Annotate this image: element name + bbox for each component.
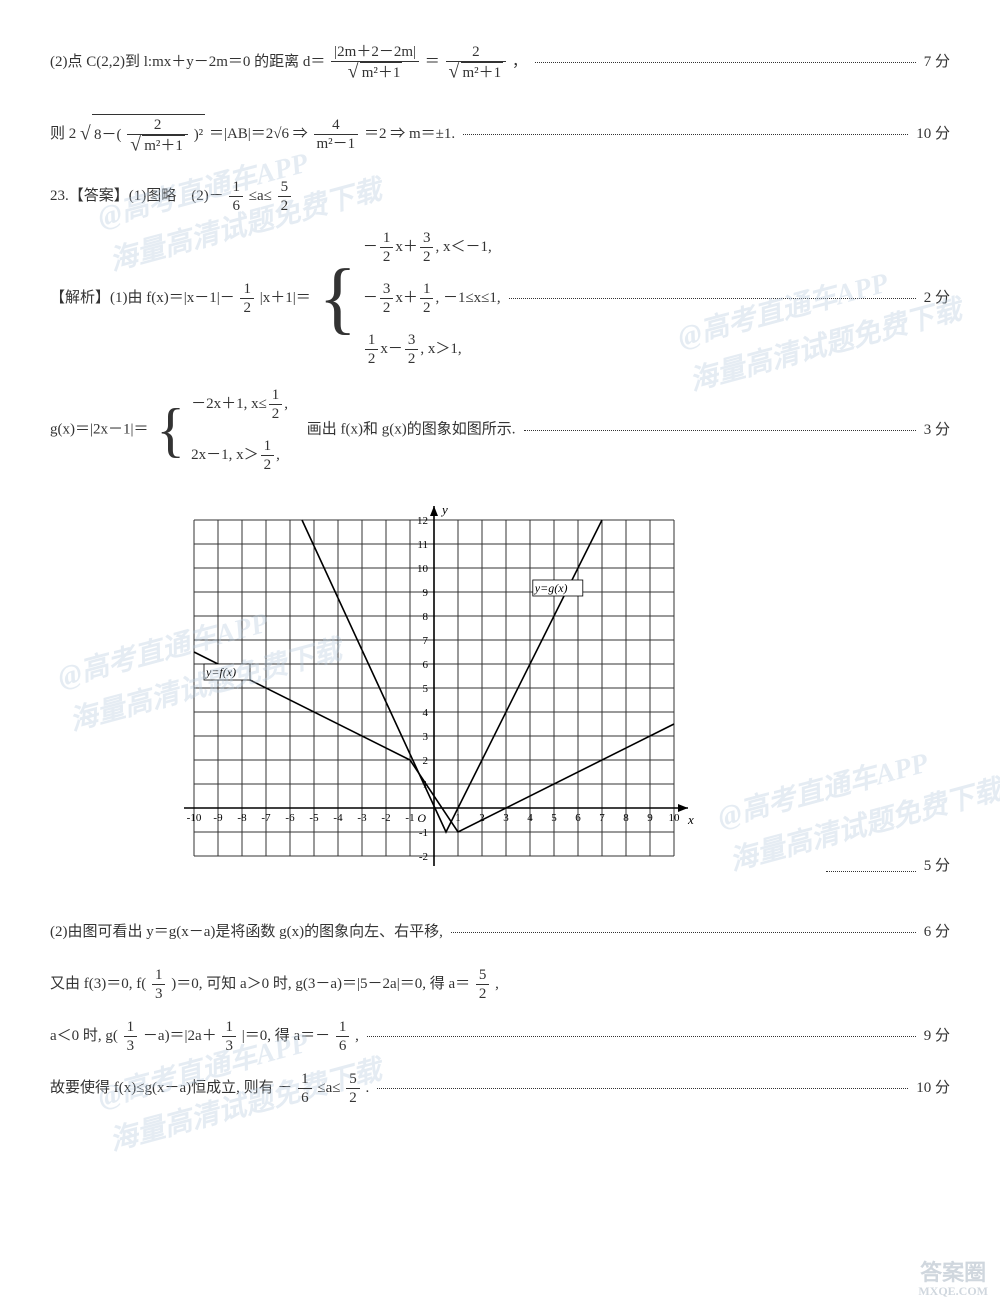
svg-text:11: 11 (417, 539, 428, 551)
svg-text:-9: -9 (213, 812, 223, 824)
svg-text:10: 10 (417, 563, 429, 575)
score-marker: 2 分 (924, 286, 950, 310)
svg-text:2: 2 (422, 755, 428, 767)
solution-line: 【解析】(1)由 f(x)＝|x－1|－ 12 |x＋1|＝ { －12x＋32… (50, 228, 950, 368)
svg-text:4: 4 (527, 812, 533, 824)
math-text: 23.【答案】(1)图略 (2)－ 16 ≤a≤ 52 (50, 178, 293, 215)
svg-text:9: 9 (422, 587, 428, 599)
dotted-leader (463, 134, 908, 135)
dotted-leader (367, 1036, 916, 1037)
score-marker: 7 分 (924, 50, 950, 74)
svg-text:x: x (687, 812, 694, 827)
math-text: g(x)＝|2x－1|＝ { －2x＋1, x≤12, 2x－1, x＞12, … (50, 386, 516, 474)
solution-line: 又由 f(3)＝0, f( 13 )＝0, 可知 a＞0 时, g(3－a)＝|… (50, 964, 950, 1004)
svg-text:-6: -6 (285, 812, 295, 824)
svg-text:-3: -3 (357, 812, 367, 824)
svg-text:4: 4 (422, 707, 428, 719)
solution-line: a＜0 时, g( 13 －a)＝|2a＋ 13 |＝0, 得 a＝－ 16 ,… (50, 1016, 950, 1056)
score-marker: 10 分 (916, 1076, 950, 1100)
score-marker: 6 分 (924, 920, 950, 944)
svg-text:12: 12 (417, 515, 428, 527)
math-text: 又由 f(3)＝0, f( 13 )＝0, 可知 a＞0 时, g(3－a)＝|… (50, 966, 499, 1003)
svg-text:7: 7 (422, 635, 428, 647)
solution-line: (2)由图可看出 y＝g(x－a)是将函数 g(x)的图象向左、右平移, 6 分 (50, 912, 950, 952)
svg-text:6: 6 (422, 659, 428, 671)
svg-text:-1: -1 (419, 827, 428, 839)
svg-text:3: 3 (503, 812, 509, 824)
svg-text:-2: -2 (419, 851, 428, 863)
svg-text:1: 1 (455, 812, 461, 824)
svg-text:y=f(x): y=f(x) (205, 665, 236, 679)
svg-text:-5: -5 (309, 812, 319, 824)
solution-line: 则 2 8－( 2m²＋1 )² ＝|AB|＝2√6 ⇒ 4m²－1 ＝2 ⇒ … (50, 104, 950, 164)
dotted-leader (509, 298, 916, 299)
svg-text:O: O (417, 811, 426, 825)
score-marker: 3 分 (924, 418, 950, 442)
solution-line: g(x)＝|2x－1|＝ { －2x＋1, x≤12, 2x－1, x＞12, … (50, 380, 950, 480)
solution-line: (2)点 C(2,2)到 l:mx＋y－2m＝0 的距离 d＝ |2m＋2－2m… (50, 32, 950, 92)
svg-text:7: 7 (599, 812, 605, 824)
function-graph: -10-9-8-7-6-5-4-3-2-112345678910-2-11234… (166, 492, 702, 884)
brace-icon: { (319, 266, 357, 330)
math-text: (2)点 C(2,2)到 l:mx＋y－2m＝0 的距离 d＝ |2m＋2－2m… (50, 43, 527, 82)
math-text: a＜0 时, g( 13 －a)＝|2a＋ 13 |＝0, 得 a＝－ 16 , (50, 1018, 359, 1055)
math-text: 故要使得 f(x)≤g(x－a)恒成立, 则有 － 16 ≤a≤ 52 . (50, 1070, 369, 1107)
score-marker: 9 分 (924, 1024, 950, 1048)
svg-text:6: 6 (575, 812, 581, 824)
svg-text:y=g(x): y=g(x) (534, 581, 568, 595)
dotted-leader (524, 430, 916, 431)
math-text: 【解析】(1)由 f(x)＝|x－1|－ 12 |x＋1|＝ { －12x＋32… (50, 229, 501, 368)
brace-icon: { (156, 406, 185, 454)
math-text: (2)由图可看出 y＝g(x－a)是将函数 g(x)的图象向左、右平移, (50, 920, 443, 944)
svg-text:y: y (440, 502, 448, 517)
chart-row: -10-9-8-7-6-5-4-3-2-112345678910-2-11234… (50, 492, 950, 892)
dotted-leader (451, 932, 916, 933)
dotted-leader (826, 871, 916, 872)
svg-text:-8: -8 (237, 812, 247, 824)
score-marker: 10 分 (916, 122, 950, 146)
score-marker: 5 分 (924, 854, 950, 878)
svg-text:10: 10 (668, 812, 680, 824)
solution-line: 故要使得 f(x)≤g(x－a)恒成立, 则有 － 16 ≤a≤ 52 . 10… (50, 1068, 950, 1108)
svg-text:8: 8 (422, 611, 428, 623)
dotted-leader (535, 62, 916, 63)
svg-text:-1: -1 (405, 812, 414, 824)
svg-text:2: 2 (479, 812, 485, 824)
math-text: 则 2 8－( 2m²＋1 )² ＝|AB|＝2√6 ⇒ 4m²－1 ＝2 ⇒ … (50, 114, 455, 155)
svg-text:5: 5 (422, 683, 428, 695)
svg-text:5: 5 (551, 812, 557, 824)
svg-text:-4: -4 (333, 812, 343, 824)
svg-text:-10: -10 (187, 812, 202, 824)
svg-text:9: 9 (647, 812, 653, 824)
svg-text:-2: -2 (381, 812, 390, 824)
svg-text:8: 8 (623, 812, 629, 824)
answer-header: 23.【答案】(1)图略 (2)－ 16 ≤a≤ 52 (50, 176, 950, 216)
svg-text:3: 3 (422, 731, 428, 743)
svg-text:-7: -7 (261, 812, 271, 824)
dotted-leader (377, 1088, 908, 1089)
site-logo: 答案圈 MXQE.COM (918, 1261, 988, 1298)
